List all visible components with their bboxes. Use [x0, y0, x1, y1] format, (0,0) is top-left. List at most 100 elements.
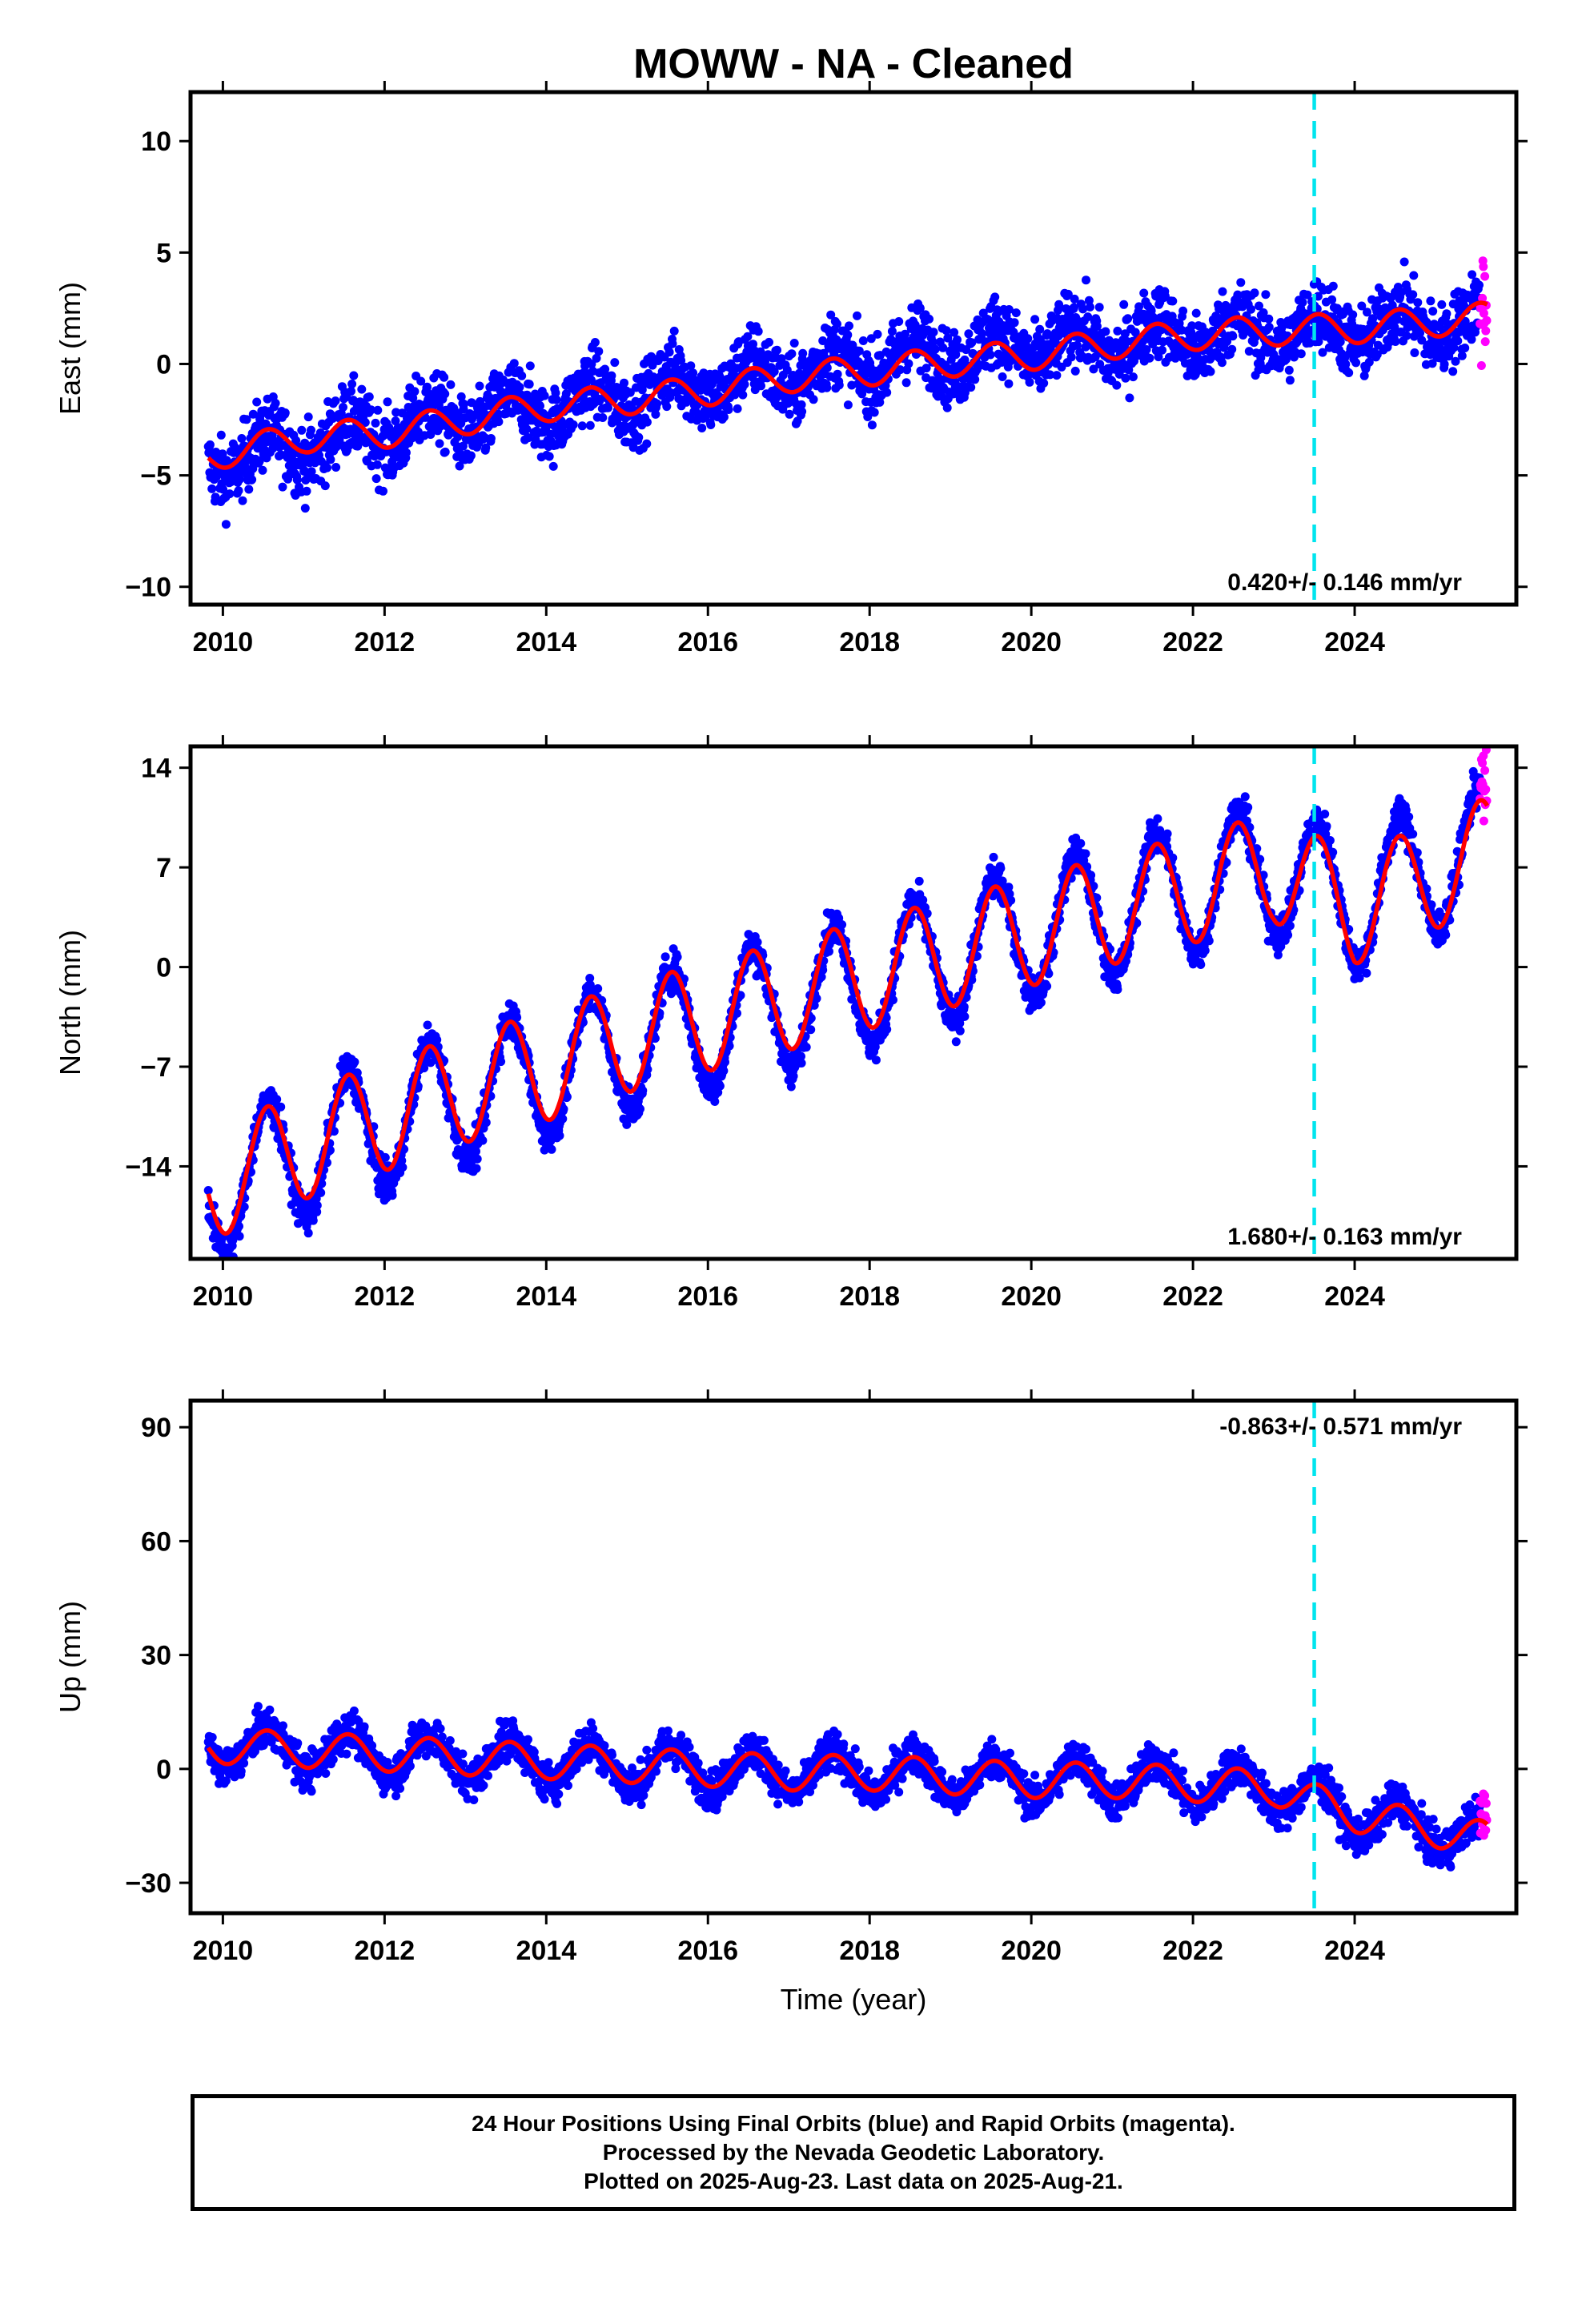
final-orbit-point — [915, 304, 925, 313]
final-orbit-point — [598, 413, 608, 422]
final-orbit-point — [387, 1191, 397, 1200]
final-orbit-point — [1174, 319, 1184, 328]
final-orbit-point — [789, 1072, 798, 1081]
final-orbit-point — [420, 1063, 429, 1073]
final-orbit-point — [1318, 348, 1327, 357]
final-orbit-point — [643, 1064, 652, 1074]
final-orbit-point — [797, 407, 807, 416]
final-orbit-point — [970, 375, 980, 384]
final-orbit-point — [268, 444, 278, 453]
final-orbit-point — [1142, 345, 1151, 354]
final-orbit-point — [895, 365, 905, 375]
final-orbit-point — [797, 1051, 805, 1061]
final-orbit-point — [1344, 368, 1354, 377]
chart-title: MOWW - NA - Cleaned — [633, 41, 1074, 87]
final-orbit-point — [1010, 318, 1019, 328]
final-orbit-point — [642, 417, 652, 427]
final-orbit-point — [525, 361, 535, 371]
final-orbit-point — [1187, 321, 1197, 331]
final-orbit-point — [773, 345, 781, 355]
final-orbit-point — [1145, 353, 1154, 363]
final-orbit-point — [743, 332, 753, 341]
final-orbit-point — [258, 465, 267, 475]
north-panel: 2010 2012 2014 2016 2018 2020 2022 20241470−7−1… — [54, 735, 1528, 1312]
final-orbit-point — [990, 292, 1000, 302]
final-orbit-point — [291, 436, 301, 445]
final-orbit-point — [922, 909, 932, 919]
final-orbit-point — [887, 327, 897, 336]
final-orbit-point — [524, 380, 534, 389]
final-orbit-point — [921, 364, 931, 373]
final-orbit-point — [929, 337, 938, 347]
final-orbit-point — [798, 348, 808, 358]
final-orbit-point — [665, 348, 674, 357]
x-tick-label: 2024 — [1324, 627, 1385, 657]
x-tick-label: 2018 — [839, 627, 900, 657]
final-orbit-point — [1081, 849, 1090, 858]
final-orbit-point — [350, 1057, 359, 1067]
final-orbit-point — [585, 974, 595, 983]
final-orbit-point — [858, 336, 868, 345]
final-orbit-point — [1154, 352, 1163, 362]
final-orbit-point — [1004, 883, 1014, 892]
final-orbit-point — [478, 1136, 488, 1145]
east-panel: 2010 2012 2014 2016 2018 2020 2022 20241050−5−1… — [54, 81, 1528, 657]
final-orbit-point — [466, 451, 476, 460]
final-orbit-point — [1086, 302, 1094, 312]
final-orbit-point — [1092, 321, 1102, 331]
final-orbit-point — [1457, 351, 1467, 360]
final-orbit-point — [638, 1086, 648, 1096]
final-orbit-point — [300, 504, 310, 513]
final-orbit-point — [710, 1097, 720, 1106]
final-orbit-point — [347, 387, 355, 396]
final-orbit-point — [1298, 298, 1307, 307]
final-orbit-point — [797, 400, 806, 409]
final-orbit-point — [1261, 290, 1271, 300]
final-orbit-point — [383, 397, 392, 407]
final-orbit-point — [391, 416, 400, 426]
final-orbit-point — [307, 425, 315, 435]
final-orbit-point — [978, 329, 987, 339]
final-orbit-point — [1426, 296, 1435, 306]
final-orbit-point — [1264, 314, 1274, 324]
final-orbit-point — [401, 448, 411, 457]
final-orbit-point — [1392, 315, 1402, 324]
final-orbit-point — [472, 1164, 481, 1173]
final-orbit-point — [706, 420, 716, 429]
final-orbit-point — [312, 1200, 322, 1210]
final-orbit-point — [380, 1152, 390, 1162]
final-orbit-point — [857, 389, 867, 399]
final-orbit-point — [1228, 332, 1238, 341]
final-orbit-point — [733, 404, 742, 413]
final-orbit-point — [867, 420, 877, 430]
final-orbit-point — [398, 1163, 408, 1172]
final-orbit-point — [593, 984, 603, 993]
final-orbit-point — [996, 863, 1006, 873]
final-orbit-point — [719, 412, 729, 422]
final-orbit-point — [331, 396, 340, 406]
final-orbit-point — [834, 380, 844, 390]
final-orbit-point — [882, 388, 892, 397]
final-orbit-point — [219, 485, 227, 494]
final-orbit-point — [1413, 298, 1423, 308]
final-orbit-point — [323, 463, 331, 472]
final-orbit-point — [292, 475, 302, 485]
final-orbit-point — [1206, 367, 1215, 376]
final-orbit-point — [1094, 303, 1104, 312]
final-orbit-point — [316, 1188, 326, 1197]
final-orbit-point — [221, 520, 231, 529]
final-orbit-point — [297, 425, 307, 435]
final-orbit-point — [1244, 347, 1254, 356]
final-orbit-point — [587, 360, 596, 369]
final-orbit-point — [925, 314, 934, 324]
final-orbit-point — [524, 433, 533, 443]
final-orbit-point — [1082, 275, 1090, 285]
final-orbit-point — [697, 424, 707, 432]
final-orbit-point — [1247, 304, 1255, 314]
final-orbit-point — [1217, 358, 1227, 368]
final-orbit-point — [620, 378, 628, 388]
final-orbit-point — [871, 1055, 881, 1065]
final-orbit-point — [590, 338, 600, 347]
final-orbit-point — [669, 326, 679, 336]
